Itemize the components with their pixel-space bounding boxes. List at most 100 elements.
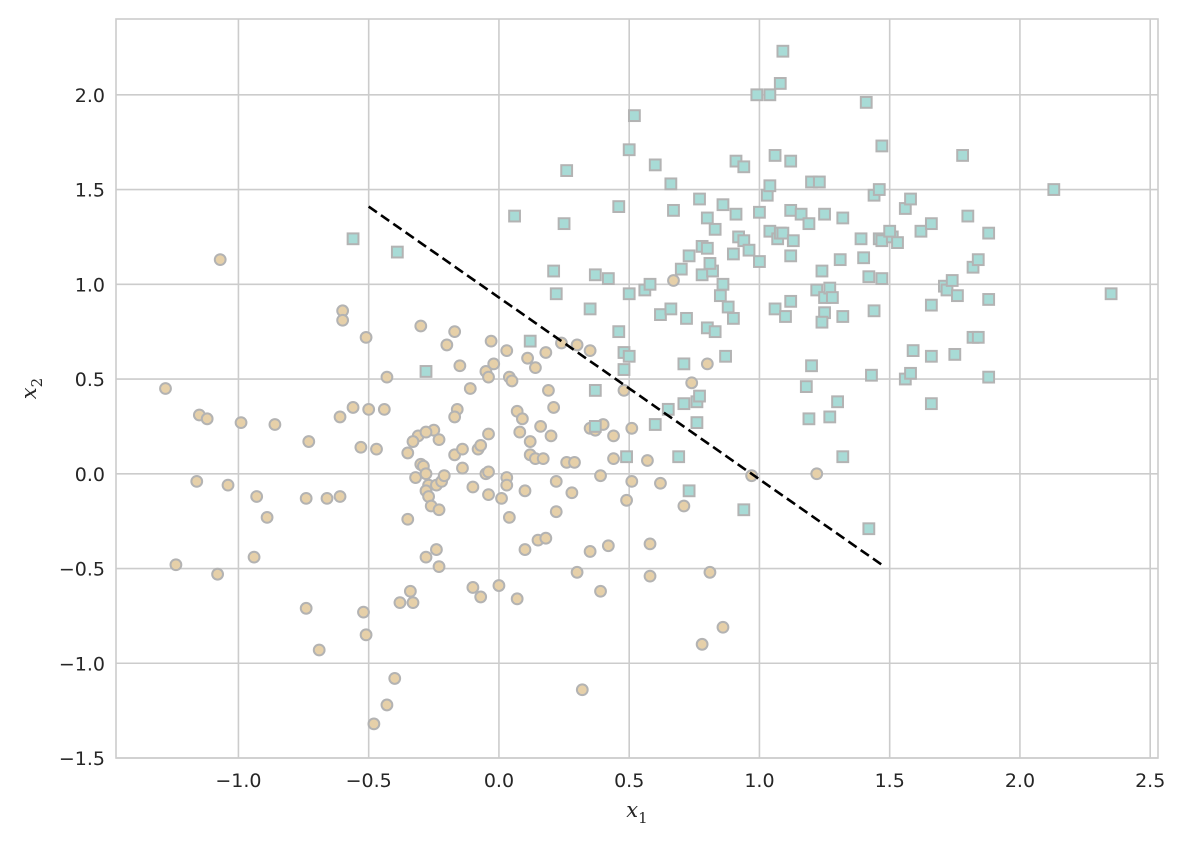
- class-1-point: [664, 177, 678, 191]
- class-1-point: [680, 311, 693, 325]
- class-0-point: [247, 550, 261, 564]
- class-1-point: [523, 334, 537, 348]
- class-0-point: [419, 550, 433, 564]
- class-1-point: [948, 347, 962, 361]
- class-0-point: [299, 492, 313, 505]
- class-1-point: [560, 164, 574, 177]
- class-0-point: [432, 560, 446, 574]
- class-0-point: [456, 461, 469, 475]
- class-1-point: [872, 183, 886, 196]
- class-1-point: [742, 243, 756, 257]
- class-0-point: [700, 357, 714, 371]
- class-0-point: [529, 361, 542, 375]
- class-0-point: [549, 474, 563, 488]
- class-0-point: [370, 442, 383, 456]
- x-tick-label: 0.5: [614, 770, 644, 792]
- class-1-point: [419, 365, 433, 378]
- class-0-point: [495, 492, 508, 505]
- class-0-point: [250, 490, 264, 503]
- class-0-point: [482, 465, 495, 479]
- class-1-point: [865, 368, 878, 382]
- class-0-point: [482, 488, 495, 502]
- class-0-point: [703, 565, 717, 579]
- class-1-point: [674, 262, 688, 276]
- class-1-point: [648, 158, 662, 172]
- class-1-point: [620, 450, 633, 464]
- class-1-point: [810, 283, 824, 297]
- class-0-point: [380, 698, 394, 712]
- class-0-point: [362, 402, 376, 416]
- class-1-point: [924, 217, 938, 231]
- class-1-point: [867, 304, 881, 318]
- class-0-point: [367, 717, 381, 731]
- class-1-point: [833, 253, 847, 267]
- class-0-point: [677, 499, 691, 513]
- class-1-point: [654, 308, 667, 322]
- x-tick-label: −1.0: [215, 770, 261, 792]
- class-1-point: [677, 357, 691, 371]
- class-1-point: [784, 249, 798, 263]
- class-1-point: [982, 370, 996, 384]
- class-0-point: [654, 476, 667, 490]
- class-0-point: [542, 383, 555, 397]
- class-0-point: [570, 338, 584, 352]
- class-1-point: [1047, 183, 1061, 196]
- class-0-point: [716, 620, 730, 634]
- class-0-point: [448, 325, 462, 339]
- class-0-point: [607, 452, 620, 466]
- class-1-point: [508, 209, 521, 223]
- class-1-point: [805, 359, 818, 373]
- class-0-point: [549, 505, 563, 519]
- class-1-point: [719, 349, 732, 363]
- class-1-point: [875, 139, 889, 153]
- y-tick-label: 2.0: [75, 85, 105, 107]
- class-1-point: [588, 268, 602, 282]
- class-1-point: [815, 315, 829, 329]
- data-points: [159, 44, 1118, 731]
- class-1-point: [682, 249, 696, 263]
- class-0-point: [594, 469, 607, 483]
- class-0-point: [359, 330, 373, 344]
- class-0-point: [539, 531, 553, 545]
- class-1-point: [891, 236, 904, 249]
- class-1-point: [726, 247, 740, 261]
- class-1-point: [784, 203, 798, 217]
- class-1-point: [924, 349, 938, 363]
- class-0-point: [570, 565, 584, 579]
- class-0-point: [643, 569, 657, 583]
- class-1-point: [812, 175, 826, 189]
- class-0-point: [667, 274, 680, 287]
- class-0-point: [437, 469, 451, 483]
- class-1-point: [695, 268, 709, 282]
- class-1-point: [862, 522, 876, 536]
- class-1-point: [982, 226, 996, 240]
- class-0-point: [393, 596, 407, 610]
- class-1-point: [799, 380, 813, 394]
- class-0-point: [346, 401, 360, 414]
- class-0-point: [534, 419, 548, 433]
- class-0-point: [377, 402, 391, 416]
- y-tick-label: 0.5: [75, 369, 105, 391]
- class-1-point: [677, 397, 691, 411]
- x-tick-label: 2.5: [1135, 770, 1165, 792]
- class-0-point: [401, 446, 415, 460]
- class-1-point: [836, 211, 850, 225]
- class-1-point: [690, 416, 704, 430]
- class-0-point: [492, 579, 506, 592]
- class-0-point: [620, 493, 633, 507]
- class-1-point: [945, 274, 959, 287]
- class-0-point: [312, 643, 326, 657]
- class-1-point: [836, 450, 850, 464]
- class-0-point: [440, 338, 454, 352]
- class-0-point: [333, 410, 347, 424]
- class-1-point: [825, 291, 839, 304]
- class-0-point: [474, 438, 488, 452]
- class-0-point: [419, 425, 433, 439]
- y-axis-label: x2: [17, 378, 46, 399]
- class-1-point: [750, 88, 764, 102]
- class-1-point: [823, 410, 837, 424]
- class-0-point: [484, 334, 498, 348]
- class-0-point: [565, 486, 579, 500]
- class-0-point: [500, 478, 514, 492]
- class-0-point: [513, 425, 527, 439]
